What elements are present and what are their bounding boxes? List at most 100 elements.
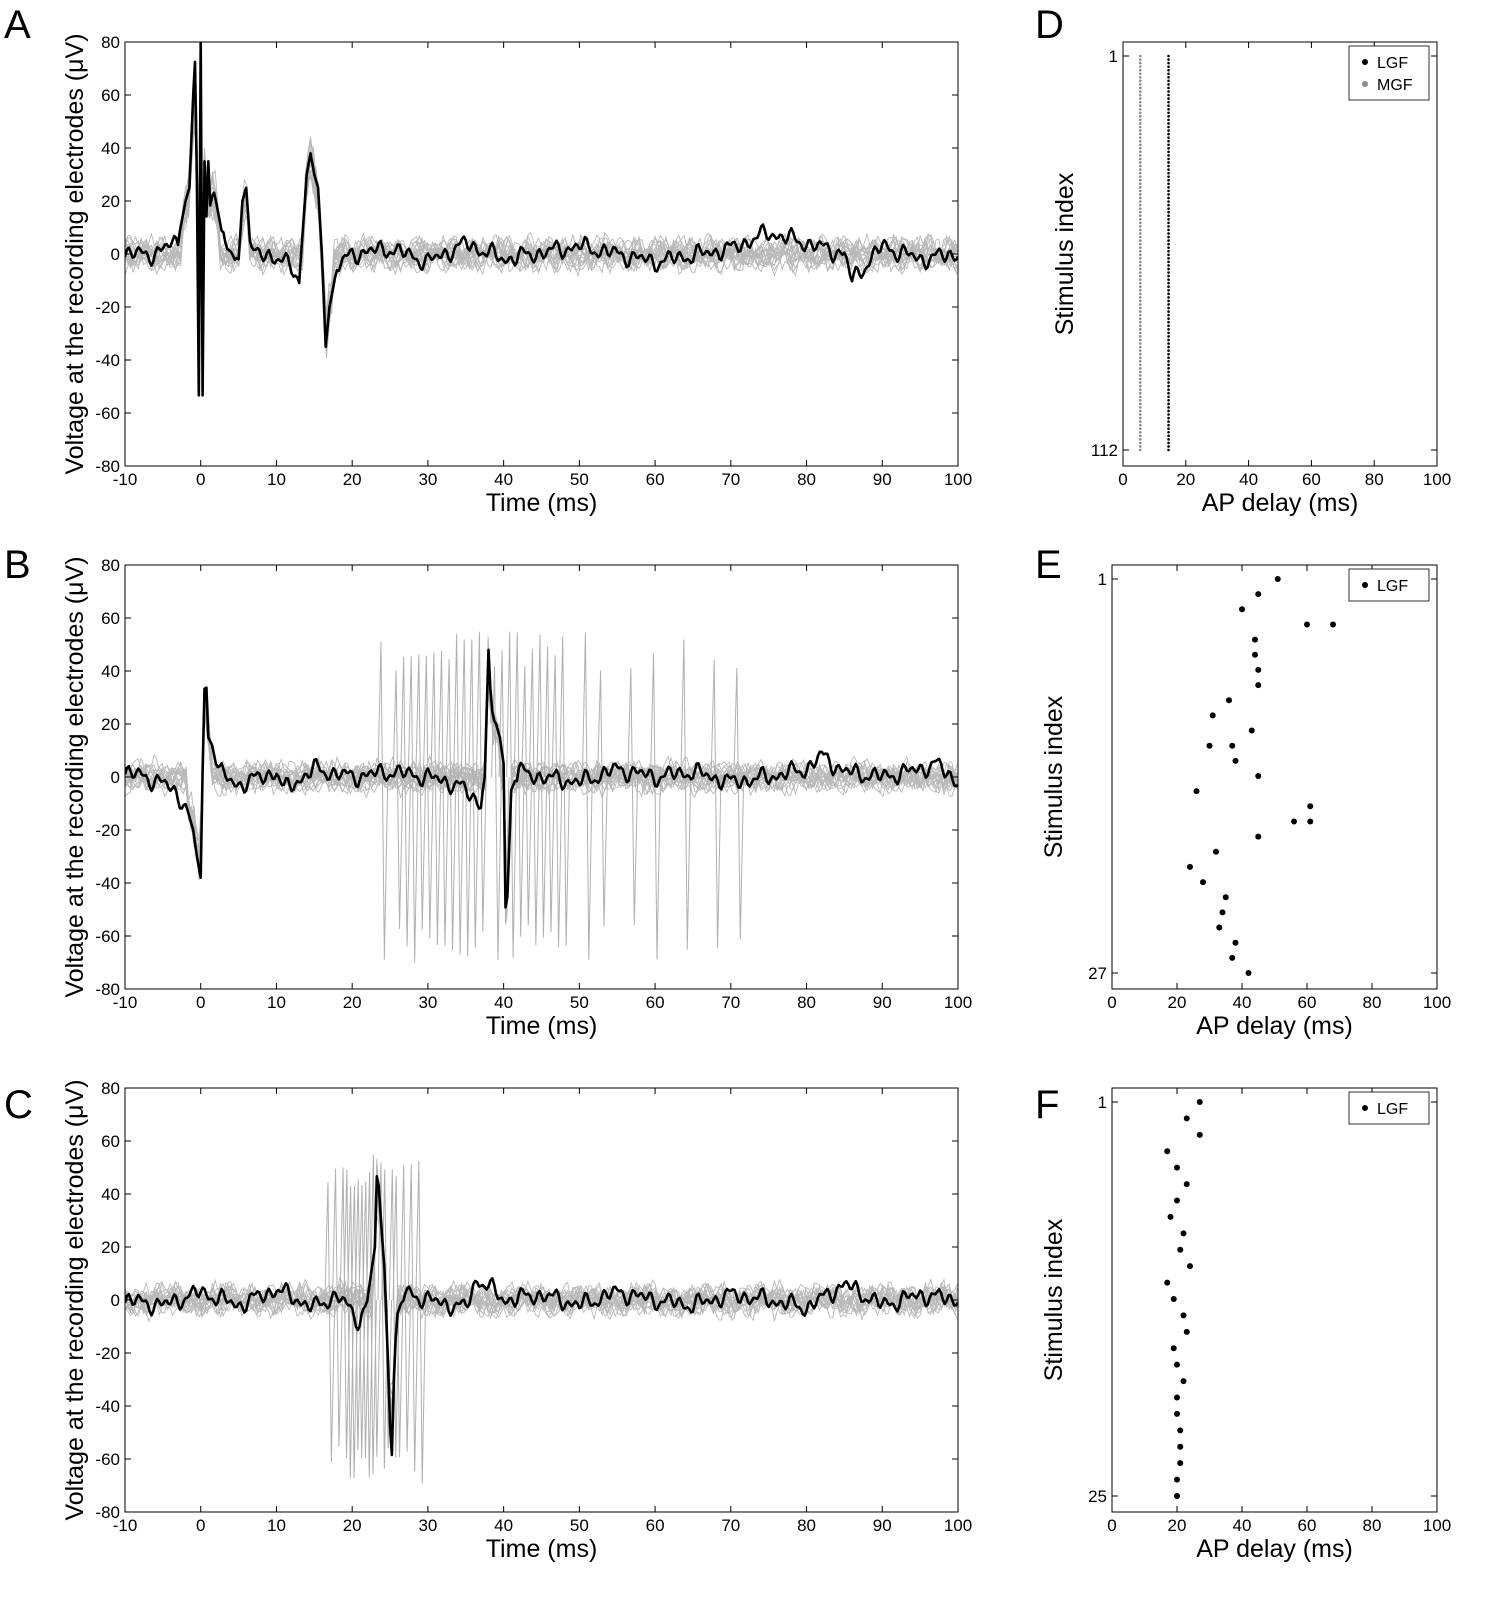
grey-trace: [125, 68, 958, 331]
data-point-lgf: [1167, 72, 1170, 76]
grey-spike: [475, 631, 487, 932]
data-point-lgf: [1167, 367, 1170, 370]
data-point-lgf: [1167, 75, 1170, 79]
data-point-lgf: [1167, 79, 1170, 83]
x-tick-label: 40: [494, 993, 513, 1012]
data-point-mgf: [1138, 75, 1142, 79]
data-point-lgf: [1167, 65, 1170, 68]
data-point-lgf: [1167, 438, 1170, 441]
data-point-lgf: [1307, 818, 1314, 825]
x-tick-label: 30: [418, 993, 437, 1012]
data-point-lgf: [1167, 257, 1170, 260]
x-tick-label: 0: [1107, 1516, 1116, 1535]
data-point-lgf: [1167, 306, 1170, 310]
data-point-lgf: [1229, 742, 1236, 749]
x-tick-label: 70: [721, 1516, 740, 1535]
data-point-mgf: [1138, 367, 1142, 370]
data-point-lgf: [1167, 381, 1170, 384]
data-point-lgf: [1174, 1493, 1180, 1499]
chart-panel-a: -10 0 10 20 30 40 50 60 70 80 90 100 -80 -60 -40 -20 0 20…: [61, 33, 972, 517]
data-point-lgf: [1167, 324, 1170, 328]
grey-trace: [125, 659, 958, 902]
x-tick-label: 40: [494, 1516, 513, 1535]
data-point-lgf: [1167, 349, 1170, 352]
data-point-mgf: [1138, 182, 1142, 186]
data-point-mgf: [1138, 193, 1142, 196]
data-point-lgf: [1167, 249, 1170, 253]
data-point-lgf: [1167, 384, 1170, 388]
data-point-mgf: [1138, 68, 1142, 72]
x-tick-label: 10: [267, 993, 286, 1012]
data-point-mgf: [1138, 196, 1142, 200]
data-point-lgf: [1167, 122, 1170, 125]
data-point-mgf: [1138, 420, 1142, 423]
data-point-mgf: [1138, 175, 1142, 178]
data-point-lgf: [1167, 86, 1170, 90]
bold-trace: [125, 1175, 958, 1457]
data-point-mgf: [1138, 65, 1142, 68]
data-point-mgf: [1138, 257, 1142, 260]
trace-area: [125, 42, 958, 397]
data-point-mgf: [1138, 356, 1142, 360]
data-point-mgf: [1138, 100, 1142, 104]
data-point-lgf: [1167, 399, 1170, 402]
data-point-lgf: [1193, 788, 1200, 795]
data-point-mgf: [1138, 54, 1142, 58]
grey-spike: [521, 665, 533, 926]
x-tick-label: 80: [797, 470, 816, 489]
data-point-lgf: [1167, 281, 1170, 285]
x-axis-label: AP delay (ms): [1196, 1535, 1353, 1563]
data-point-mgf: [1138, 441, 1142, 445]
grey-spike: [358, 1185, 370, 1459]
x-tick-label: 0: [196, 993, 205, 1012]
x-tick-label: 0: [196, 1516, 205, 1535]
data-point-mgf: [1138, 164, 1142, 168]
data-point-lgf: [1167, 342, 1170, 345]
y-tick-label: 80: [101, 1079, 120, 1098]
legend-label: MGF: [1377, 77, 1413, 94]
x-tick-label: 10: [267, 470, 286, 489]
data-point-lgf: [1167, 434, 1170, 438]
charts: -10 0 10 20 30 40 50 60 70 80 90 100-80-60-40-20020…: [61, 33, 1451, 1563]
data-point-mgf: [1138, 320, 1142, 324]
data-point-lgf: [1245, 970, 1252, 976]
x-tick-label: 100: [1423, 1516, 1451, 1535]
y-tick-label: -40: [95, 874, 120, 893]
grey-spike: [581, 632, 593, 960]
grey-spike: [453, 633, 465, 955]
data-point-lgf: [1167, 246, 1170, 249]
grey-trace: [125, 1186, 958, 1412]
legend: LGF: [1348, 568, 1430, 602]
grey-spike: [438, 650, 449, 947]
data-point-lgf: [1167, 97, 1170, 100]
data-point-mgf: [1138, 107, 1142, 111]
data-point-lgf: [1187, 863, 1193, 870]
panel-letter-a: A: [4, 3, 31, 47]
data-point-mgf: [1138, 104, 1142, 107]
data-point-lgf: [1167, 214, 1170, 218]
data-point-lgf: [1252, 651, 1258, 658]
data-point-lgf: [1216, 924, 1223, 931]
data-point-lgf: [1330, 621, 1336, 628]
y-tick-label: 0: [111, 768, 120, 787]
data-point-lgf: [1239, 606, 1245, 613]
data-point-mgf: [1138, 207, 1142, 210]
data-point-lgf: [1167, 232, 1170, 235]
data-point-mgf: [1138, 292, 1142, 296]
y-tick-label: 0: [111, 245, 120, 264]
trace-area: [125, 631, 958, 963]
data-point-lgf: [1196, 1099, 1203, 1105]
data-point-lgf: [1167, 313, 1170, 317]
bold-trace: [125, 648, 958, 909]
data-point-mgf: [1138, 370, 1142, 374]
data-point-mgf: [1138, 352, 1142, 356]
data-point-mgf: [1138, 228, 1142, 232]
data-point-mgf: [1138, 423, 1142, 427]
x-tick-label: 60: [1298, 1516, 1317, 1535]
y-tick-label: -20: [95, 1344, 120, 1363]
data-point-mgf: [1138, 225, 1142, 228]
data-point-mgf: [1138, 178, 1142, 182]
grey-spike: [347, 1185, 358, 1479]
data-point-lgf: [1167, 420, 1170, 423]
